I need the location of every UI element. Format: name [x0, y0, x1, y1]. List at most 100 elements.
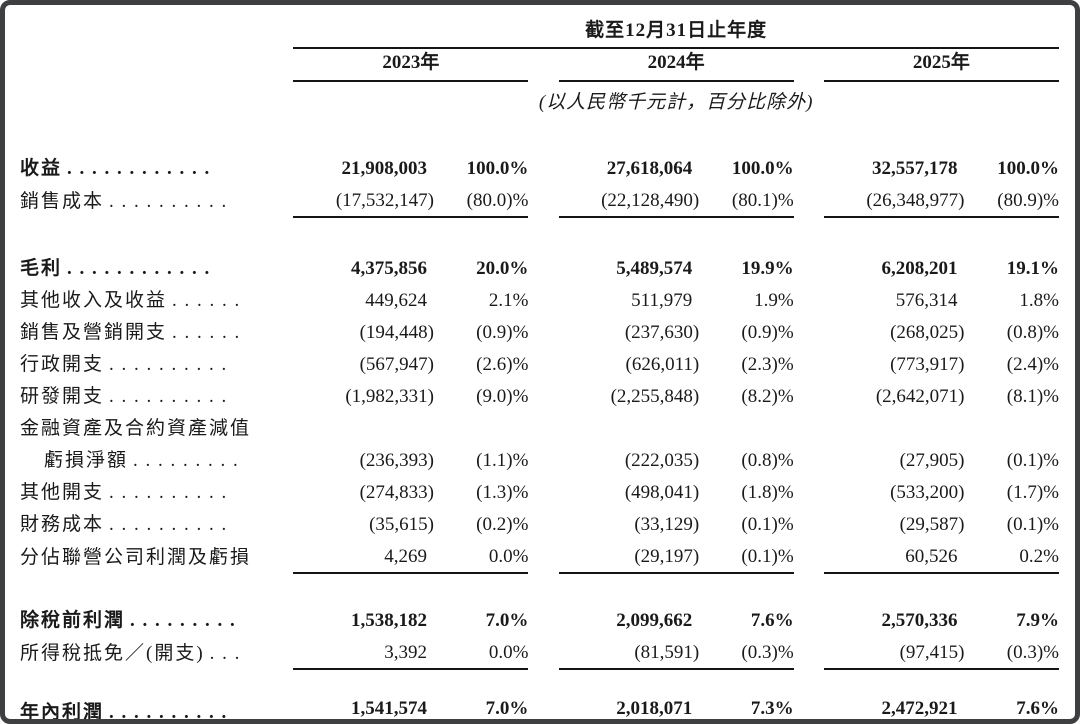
percent-cell: (0.8)% [741, 450, 794, 471]
amount-cell: (81,591) [558, 636, 700, 670]
percent-cell: 100.0% [731, 158, 794, 179]
year-header-2025: 2025年 [823, 48, 1059, 82]
financial-statement-document: 截至12月31日止年度 2023年 2024年 2025年 (以人民幣千元計，百… [5, 5, 1075, 719]
row-label: 分佔聯營公司利潤及虧損 [20, 547, 252, 568]
amount-cell: 4,375,856 [350, 258, 427, 279]
column-gap [794, 476, 824, 508]
table-row: 收益. . . . . . . . . . . . 21,908,003 100.0… [20, 152, 1059, 184]
percent-cell: (8.2)% [741, 386, 794, 407]
percent-cell: 1.8% [1019, 290, 1059, 311]
amount-cell: (1,982,331) [345, 386, 434, 407]
percent-cell: (0.3)% [699, 636, 794, 670]
amount-cell: (498,041) [624, 482, 700, 503]
table-row: 研發開支. . . . . . . . . . (1,982,331) (9.0)%… [20, 380, 1059, 412]
row-label-cell: 其他開支. . . . . . . . . . [20, 476, 293, 508]
row-label: 其他收入及收益 [20, 290, 168, 311]
amount-cell: (274,833) [359, 482, 434, 503]
column-gap [528, 316, 558, 348]
column-gap [528, 380, 558, 412]
column-gap [794, 444, 824, 476]
amount-cell: 2,472,921 [823, 692, 965, 719]
dot-leader: . . . . . . . . . . [109, 386, 228, 407]
percent-cell: (2.4)% [1006, 354, 1059, 375]
dot-leader: . . . . . . [172, 290, 241, 311]
column-gap [528, 348, 558, 380]
percent-cell [964, 412, 1059, 444]
amount-cell: (35,615) [369, 514, 434, 535]
header-label-spacer [20, 48, 293, 81]
row-label-cell: 行政開支. . . . . . . . . . [20, 348, 293, 380]
dot-leader: . . . . . . . . . . [109, 482, 228, 503]
amount-cell [559, 412, 700, 444]
percent-cell: (80.9)% [964, 184, 1059, 218]
percent-cell: 20.0% [476, 258, 529, 279]
dot-leader: . . . . . . . . . . . . [67, 158, 211, 179]
row-label: 毛利 [20, 258, 63, 279]
percent-cell: (0.1)% [1006, 450, 1059, 471]
percent-cell: 2.1% [488, 290, 529, 311]
column-gap [794, 540, 824, 573]
column-gap [794, 380, 824, 412]
column-gap [794, 348, 824, 380]
percent-cell: (1.3)% [476, 482, 529, 503]
percent-cell: 7.3% [699, 692, 794, 719]
amount-cell: 21,908,003 [341, 158, 427, 179]
amount-cell: 2,018,071 [558, 692, 700, 719]
spacer-row [20, 669, 1059, 692]
table-row: 年內利潤. . . . . . . . . . 1,541,574 7.0% 2,01… [20, 692, 1059, 719]
amount-cell: 511,979 [631, 290, 693, 311]
row-label: 金融資產及合約資產減值 [20, 418, 252, 439]
amount-cell: (194,448) [359, 322, 434, 343]
row-label-cell: 銷售成本. . . . . . . . . . [20, 184, 293, 217]
column-gap [528, 476, 558, 508]
table-row: 除稅前利潤. . . . . . . . . 1,538,182 7.0% 2,099… [20, 604, 1059, 636]
amount-cell: 2,099,662 [616, 610, 693, 631]
percent-cell: (0.2)% [476, 514, 529, 535]
percent-cell: 7.0% [433, 692, 529, 719]
amount-cell: 5,489,574 [616, 258, 693, 279]
row-label: 虧損淨額 [44, 450, 129, 471]
column-gap [794, 604, 824, 636]
amount-cell: (773,917) [890, 354, 965, 375]
table-row: 金融資產及合約資產減值 [20, 412, 1059, 444]
row-label-cell: 虧損淨額. . . . . . . . . [20, 444, 293, 476]
column-gap [528, 412, 558, 444]
percent-cell: (9.0)% [476, 386, 529, 407]
column-gap [794, 412, 824, 444]
percent-cell: (0.1)% [1006, 514, 1059, 535]
column-gap [528, 692, 558, 719]
row-label: 除稅前利潤 [20, 610, 126, 631]
column-gap [528, 152, 558, 184]
dot-leader: . . . . . . [172, 322, 241, 343]
column-gap [794, 284, 824, 316]
header-label-spacer [20, 13, 293, 48]
amount-cell: (97,415) [823, 636, 965, 670]
amount-cell: (29,587) [899, 514, 965, 535]
table-row: 銷售及營銷開支. . . . . . (194,448) (0.9)% (237,63… [20, 316, 1059, 348]
amount-cell: (22,128,490) [558, 184, 700, 218]
unit-note: (以人民幣千元計，百分比除外) [538, 92, 814, 113]
column-gap [528, 508, 558, 540]
row-label: 行政開支 [20, 354, 105, 375]
column-gap [794, 252, 824, 284]
row-label-cell: 所得稅抵免／(開支). . . [20, 636, 293, 669]
column-gap [528, 636, 558, 669]
table-body: 收益. . . . . . . . . . . . 21,908,003 100.0… [20, 152, 1059, 719]
period-title: 截至12月31日止年度 [293, 13, 1059, 49]
table-row: 分佔聯營公司利潤及虧損 4,269 0.0% (29,197) (0.1)% 60,526… [20, 540, 1059, 574]
amount-cell: (567,947) [359, 354, 434, 375]
percent-cell: 0.0% [433, 636, 529, 670]
row-label-cell: 收益. . . . . . . . . . . . [20, 152, 293, 184]
table-header: 截至12月31日止年度 2023年 2024年 2025年 (以人民幣千元計，百… [20, 13, 1059, 152]
amount-cell [824, 412, 965, 444]
year-header-2023: 2023年 [293, 48, 529, 82]
year-header-2024: 2024年 [558, 48, 794, 82]
amount-cell: (2,642,071) [875, 386, 965, 407]
amount-cell: (268,025) [890, 322, 965, 343]
percent-cell: 7.6% [750, 610, 794, 631]
table-row: 虧損淨額. . . . . . . . . (236,393) (1.1)% (222… [20, 444, 1059, 476]
dot-leader: . . . . . . . . . . . . [67, 258, 211, 279]
percent-cell: 7.9% [1016, 610, 1059, 631]
income-statement-table: 截至12月31日止年度 2023年 2024年 2025年 (以人民幣千元計，百… [20, 13, 1059, 719]
percent-cell: (8.1)% [1006, 386, 1059, 407]
